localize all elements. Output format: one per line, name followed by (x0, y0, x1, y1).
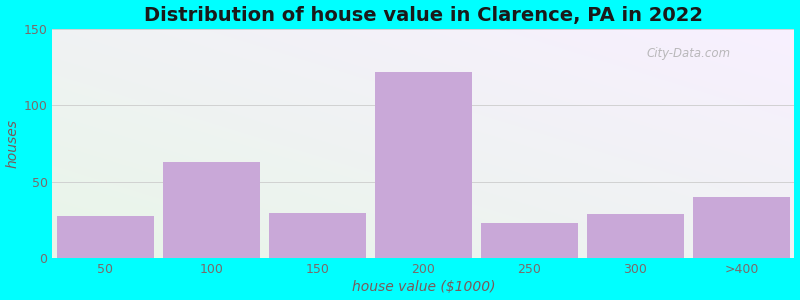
Text: City-Data.com: City-Data.com (646, 47, 730, 60)
X-axis label: house value ($1000): house value ($1000) (352, 280, 495, 294)
Bar (374, 72, 472, 258)
Bar (162, 162, 260, 258)
Y-axis label: houses: houses (6, 119, 19, 168)
Bar (269, 212, 366, 258)
Bar (693, 197, 790, 258)
Bar (57, 216, 154, 258)
Bar (481, 223, 578, 258)
Bar (586, 214, 684, 258)
Title: Distribution of house value in Clarence, PA in 2022: Distribution of house value in Clarence,… (144, 6, 703, 25)
